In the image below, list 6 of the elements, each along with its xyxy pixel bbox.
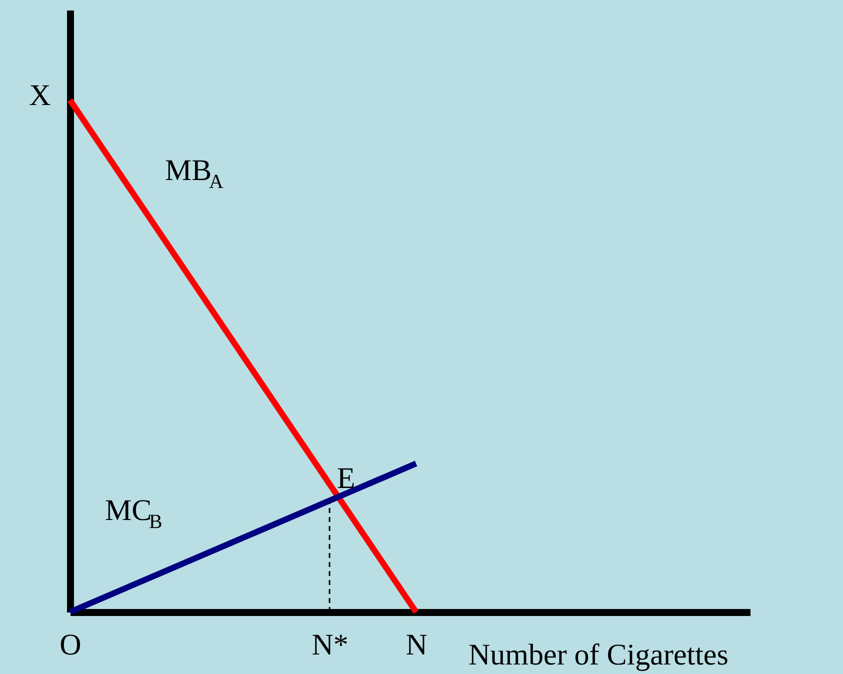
text: X (29, 79, 52, 112)
annotation: E (336, 462, 356, 495)
x-tick-label: N* (312, 628, 348, 662)
x-tick-label: N (406, 628, 428, 662)
x-axis-title: Number of Cigarettes (468, 638, 728, 672)
x-tick-label: O (60, 628, 82, 662)
